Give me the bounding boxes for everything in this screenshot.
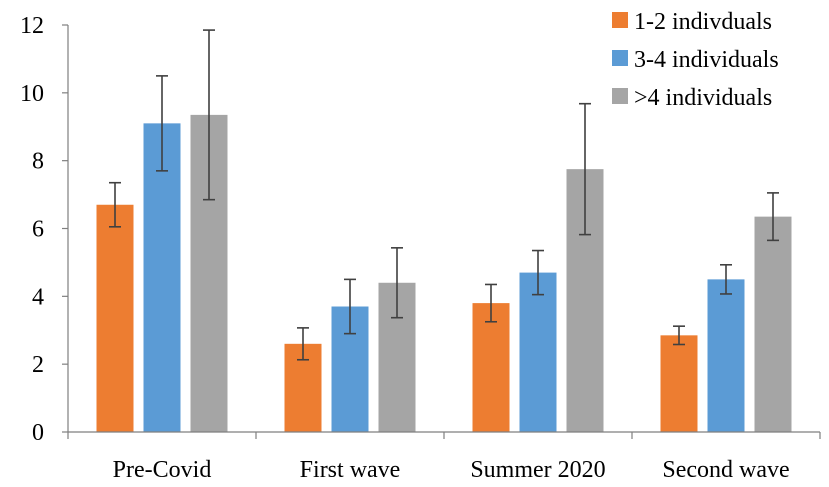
legend-swatch [612,50,628,66]
bar [707,279,745,432]
x-category-label: Second wave [662,457,789,483]
y-tick-label: 12 [20,13,44,39]
legend: 1-2 indivduals 3-4 individuals >4 individu… [612,9,779,111]
legend-label: 1-2 indivduals [634,9,772,35]
bar [143,123,181,432]
legend-label: 3-4 individuals [634,47,779,73]
x-category-label: Summer 2020 [470,457,605,483]
bars [96,114,792,433]
y-tick-label: 8 [32,149,44,175]
bar [660,335,698,432]
x-category-label: Pre-Covid [113,457,212,483]
y-tick-label: 0 [32,420,44,446]
x-category-label: First wave [300,457,401,483]
y-tick-label: 10 [20,81,44,107]
bar [519,272,557,432]
y-axis: 0 2 4 6 8 10 12 [20,13,69,446]
y-tick-label: 6 [32,217,44,243]
legend-label: >4 individuals [634,85,772,111]
legend-swatch [612,88,628,104]
y-tick-label: 4 [32,284,44,310]
y-tick-label: 2 [32,352,44,378]
x-axis: Pre-Covid First wave Summer 2020 Second wav… [67,431,821,483]
legend-swatch [612,12,628,28]
error-bars [109,29,779,361]
bar [754,216,792,432]
bar [472,303,510,432]
bar [96,204,134,432]
